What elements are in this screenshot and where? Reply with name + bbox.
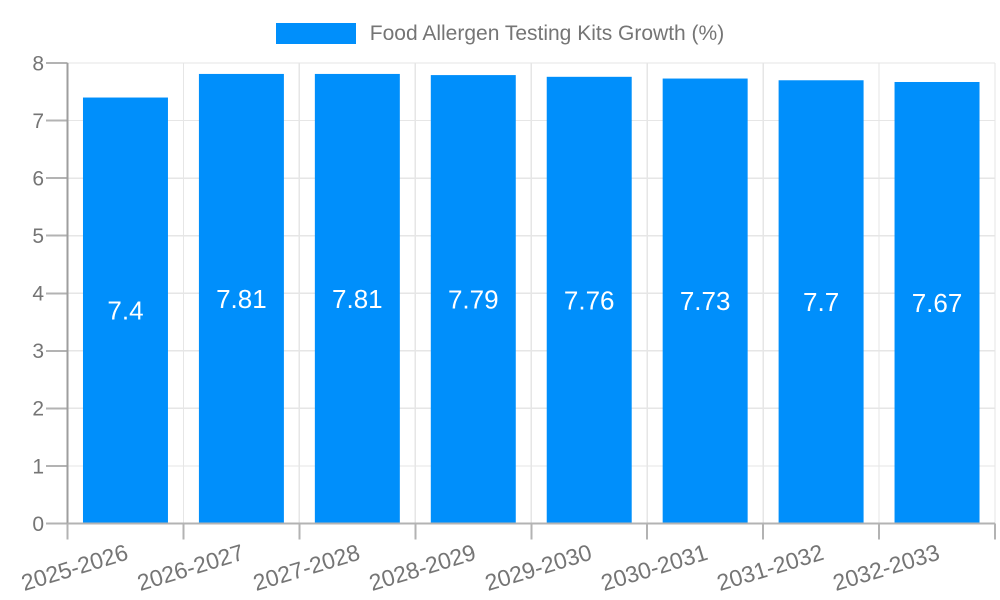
bar-value-label: 7.81 xyxy=(332,284,383,314)
y-tick-label: 3 xyxy=(32,340,44,363)
x-tick-label: 2026-2027 xyxy=(134,539,247,596)
bar[interactable] xyxy=(314,73,400,524)
y-tick-label: 4 xyxy=(32,283,44,306)
y-tick-label: 5 xyxy=(32,225,44,248)
bar[interactable] xyxy=(662,78,748,524)
bar-value-label: 7.81 xyxy=(216,284,267,314)
bar-value-label: 7.76 xyxy=(564,285,615,315)
legend[interactable]: Food Allergen Testing Kits Growth (%) xyxy=(0,23,1000,44)
y-tick-label: 8 xyxy=(32,52,44,75)
bar[interactable] xyxy=(430,75,516,524)
y-tick-label: 1 xyxy=(32,455,44,478)
y-tick-label: 2 xyxy=(32,398,44,421)
legend-label: Food Allergen Testing Kits Growth (%) xyxy=(369,22,725,45)
bar-value-label: 7.7 xyxy=(803,287,839,317)
x-tick-label: 2032-2033 xyxy=(830,539,943,596)
x-tick-label: 2029-2030 xyxy=(482,539,595,596)
bar-value-label: 7.73 xyxy=(680,286,731,316)
bar[interactable] xyxy=(778,80,864,524)
x-tick-label: 2031-2032 xyxy=(714,539,827,596)
bar[interactable] xyxy=(546,76,632,524)
bar[interactable] xyxy=(894,81,980,524)
x-tick-label: 2028-2029 xyxy=(366,539,479,596)
y-tick-label: 6 xyxy=(32,167,44,190)
x-tick-label: 2030-2031 xyxy=(598,539,711,596)
bar[interactable] xyxy=(198,73,284,524)
bar-value-label: 7.4 xyxy=(107,296,143,326)
x-tick-label: 2025-2026 xyxy=(18,539,131,596)
bar-value-label: 7.67 xyxy=(912,288,963,318)
y-tick-label: 7 xyxy=(32,110,44,133)
bar-value-label: 7.79 xyxy=(448,284,499,314)
x-tick-label: 2027-2028 xyxy=(250,539,363,596)
legend-swatch[interactable] xyxy=(275,23,356,44)
y-tick-label: 0 xyxy=(32,513,44,536)
bar[interactable] xyxy=(82,97,168,524)
